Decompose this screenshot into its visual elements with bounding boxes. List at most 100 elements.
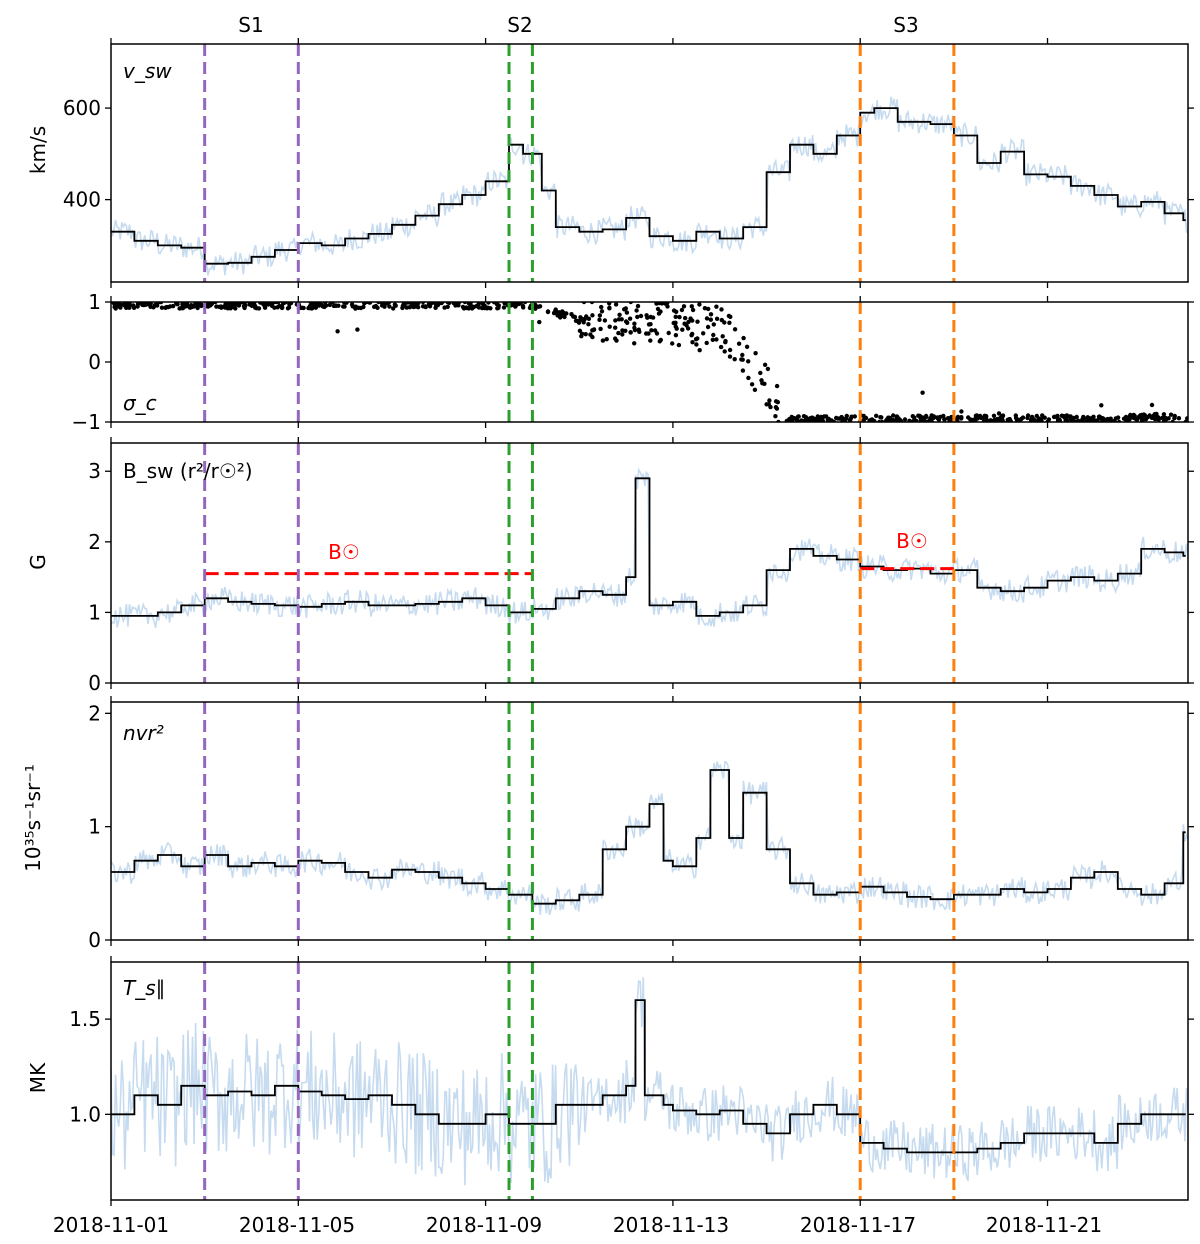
sigma-c-point <box>569 312 574 317</box>
sigma-c-point <box>844 413 849 419</box>
binned-series-line-nvr2 <box>111 769 1186 905</box>
sigma-c-point <box>407 305 412 310</box>
sigma-c-point <box>710 337 715 342</box>
raw-series-line-nvr2 <box>111 760 1188 915</box>
sigma-c-point <box>720 334 725 339</box>
sigma-c-point <box>1168 412 1174 417</box>
sigma-c-point <box>681 304 687 309</box>
panel-label-bsw: B_sw (r²/r☉²) <box>123 459 253 483</box>
sigma-c-point <box>586 316 592 321</box>
sigma-c-point <box>996 411 1002 416</box>
sigma-c-point <box>427 304 433 309</box>
sigma-c-point <box>607 324 612 329</box>
panel-sigma: −1 0 1 <box>72 290 1194 434</box>
sigma-c-point <box>625 320 630 325</box>
sigma-c-point <box>659 302 664 306</box>
sigma-c-point <box>253 305 258 310</box>
sigma-c-point <box>301 305 306 311</box>
sigma-c-point <box>714 316 720 321</box>
sigma-c-point <box>746 375 751 381</box>
sigma-c-point <box>564 311 569 316</box>
sigma-c-point <box>350 304 355 309</box>
sigma-c-point <box>146 302 151 307</box>
sigma-c-point <box>607 305 612 310</box>
sigma-c-point <box>702 306 708 311</box>
sigma-c-point <box>718 344 724 350</box>
x-tick-label: 2018-11-09 <box>426 1213 542 1237</box>
sigma-c-point <box>613 325 618 330</box>
sigma-c-point <box>342 304 347 309</box>
sigma-c-point <box>590 313 595 318</box>
sigma-c-point <box>1066 414 1072 419</box>
sigma-c-point <box>362 302 367 306</box>
sigma-c-point <box>727 320 732 325</box>
sigma-c-point <box>714 337 719 342</box>
sigma-c-point <box>683 315 688 321</box>
sigma-c-point <box>1029 414 1035 420</box>
y-tick-label-sigma: 1 <box>88 290 101 314</box>
sigma-c-point <box>616 317 622 322</box>
sigma-c-point <box>708 317 713 322</box>
sigma-c-point <box>670 341 675 346</box>
sigma-c-point <box>820 415 825 420</box>
sigma-c-point <box>753 351 758 356</box>
panel-tpar: 1.0 1.5 <box>69 956 1194 1206</box>
sigma-c-point <box>852 414 857 419</box>
sigma-c-point <box>562 314 567 320</box>
y-tick-label-tpar: 1.0 <box>69 1102 101 1126</box>
sigma-c-point <box>740 352 745 358</box>
binned-series-line-tpar <box>111 999 1186 1154</box>
sigma-c-point <box>784 418 789 422</box>
sigma-c-point <box>1172 413 1178 419</box>
sigma-c-point <box>684 323 689 328</box>
panel-label-sigma: σ_c <box>123 391 157 415</box>
sigma-c-point <box>632 341 637 346</box>
sigma-c-point <box>411 304 416 310</box>
sigma-c-point <box>387 304 392 309</box>
sigma-c-point <box>288 302 294 306</box>
sigma-c-point <box>983 413 989 419</box>
sigma-c-point <box>665 304 670 309</box>
sigma-c-point <box>722 320 727 325</box>
sigma-c-point <box>496 303 501 308</box>
y-tick-label-vsw: 400 <box>63 188 101 212</box>
sigma-c-point <box>690 340 695 345</box>
sigma-c-point <box>765 366 771 372</box>
panel-plot-area <box>111 96 1188 276</box>
sigma-c-point <box>1034 413 1040 419</box>
sigma-c-point <box>941 413 946 419</box>
sigma-c-point <box>841 417 846 422</box>
x-tick-label: 2018-11-13 <box>613 1213 729 1237</box>
sigma-c-point <box>1013 413 1018 418</box>
sigma-c-point <box>600 338 606 343</box>
sigma-c-point <box>604 337 609 342</box>
interval-labels: S1 S2 S3 <box>238 13 918 37</box>
y-tick-label-bsw: 3 <box>88 459 101 483</box>
sigma-c-point <box>708 312 714 317</box>
sigma-c-point <box>697 348 702 353</box>
sigma-c-point <box>613 336 618 341</box>
sigma-c-point <box>180 302 185 307</box>
sigma-c-point <box>891 413 896 418</box>
sigma-c-point <box>164 304 169 310</box>
sigma-c-point <box>1163 415 1168 421</box>
interval-label-s1: S1 <box>238 13 263 37</box>
sigma-c-point <box>135 302 141 307</box>
sigma-c-point <box>942 417 947 422</box>
sigma-c-point <box>613 318 618 323</box>
x-tick-label: 2018-11-21 <box>986 1213 1102 1237</box>
sigma-c-point <box>1152 416 1157 421</box>
ylabel-bsw: G <box>26 554 50 570</box>
sigma-c-point <box>423 304 428 310</box>
sigma-c-point <box>335 329 340 334</box>
sigma-c-point <box>628 330 633 335</box>
sigma-c-point <box>393 303 398 308</box>
sigma-c-point <box>984 418 990 422</box>
sigma-c-point <box>945 416 951 421</box>
sigma-c-point <box>272 305 277 310</box>
y-tick-label-sigma: −1 <box>72 410 101 434</box>
sigma-c-point <box>1099 403 1104 408</box>
sigma-c-point <box>560 309 565 314</box>
sigma-c-point <box>480 302 486 306</box>
sigma-c-point <box>155 303 160 308</box>
